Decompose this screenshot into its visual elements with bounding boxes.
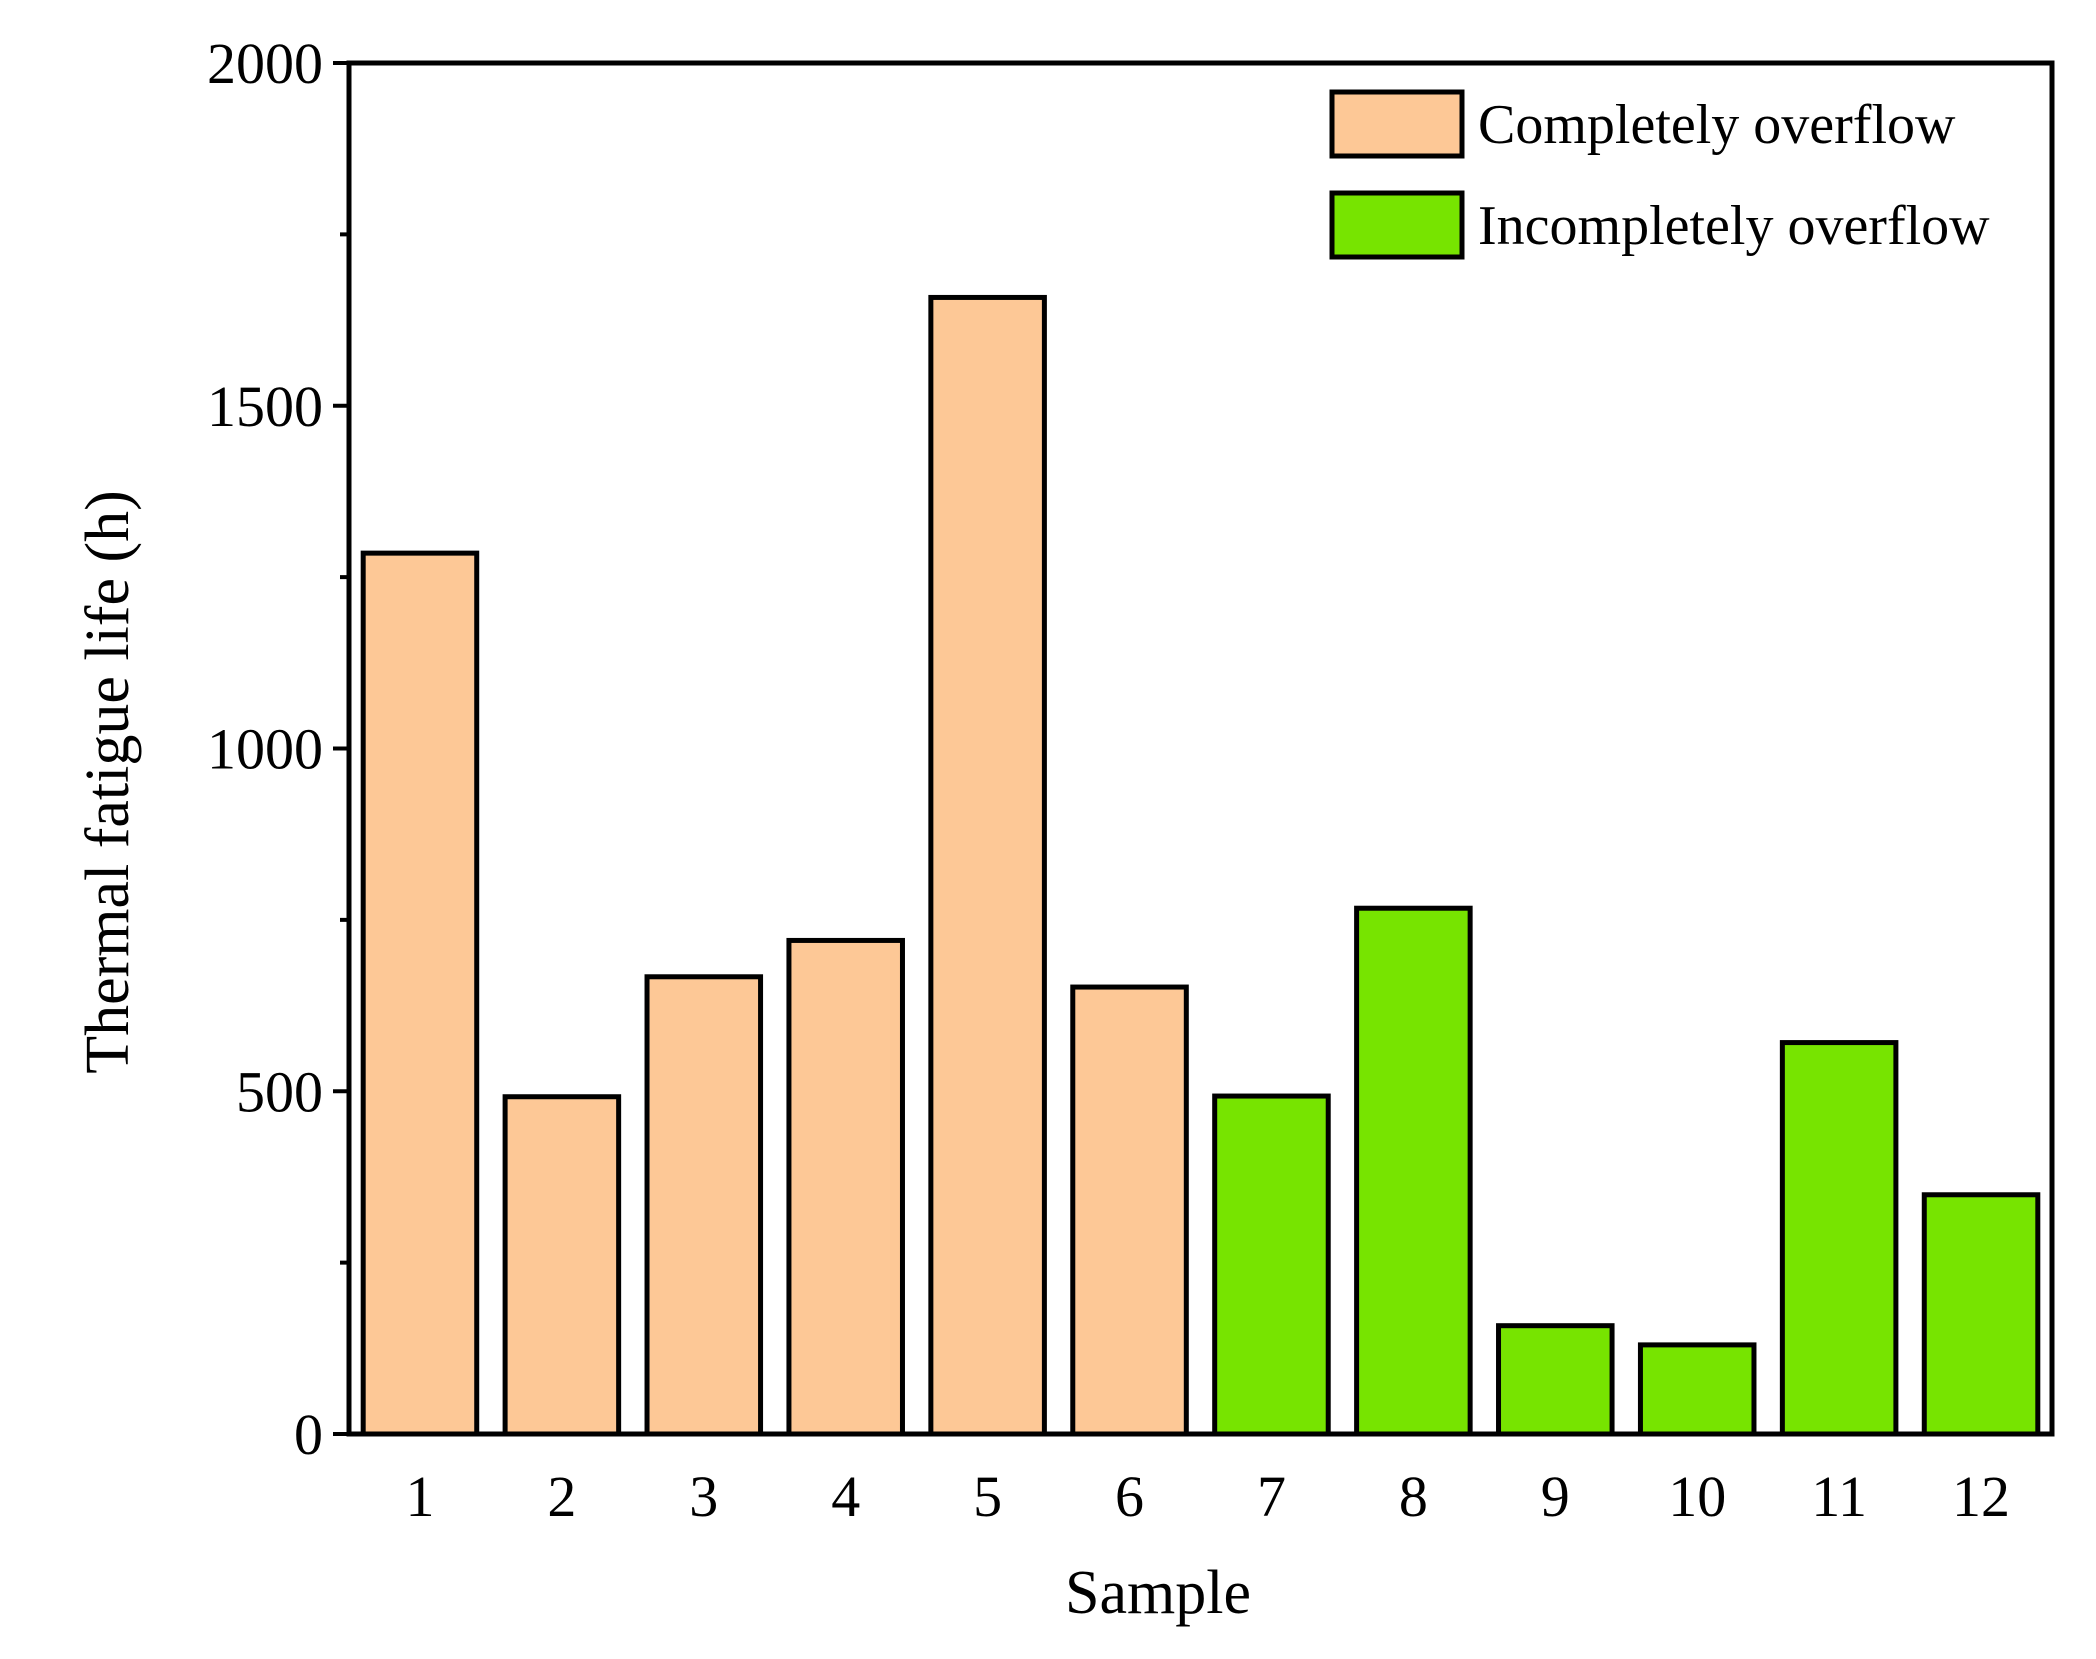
y-tick-label-500: 500	[236, 1059, 323, 1124]
x-tick-label-2: 2	[547, 1464, 576, 1529]
legend-swatch-completely-overflow	[1329, 89, 1465, 159]
bar-sample-6	[1070, 984, 1189, 1437]
y-tick-label-1500: 1500	[207, 374, 323, 439]
y-tick-label-1000: 1000	[207, 717, 323, 782]
plot-frame	[346, 60, 2055, 1437]
bar-sample-1	[360, 550, 480, 1437]
bar-sample-10	[1637, 1342, 1757, 1437]
bar-sample-2	[502, 1094, 622, 1437]
x-tick-label-11: 11	[1811, 1464, 1867, 1529]
bar-sample-3	[644, 974, 764, 1437]
x-tick-label-9: 9	[1541, 1464, 1570, 1529]
x-tick-label-1: 1	[405, 1464, 434, 1529]
x-tick-label-8: 8	[1399, 1464, 1428, 1529]
legend-swatch-incompletely-overflow	[1329, 190, 1465, 260]
bar-sample-9	[1496, 1323, 1615, 1437]
legend-label-incompletely-overflow: Incompletely overflow	[1478, 195, 1990, 257]
bar-sample-4	[786, 937, 905, 1437]
bar-sample-7	[1212, 1093, 1331, 1437]
x-axis-ticks: 1 2 3 4 5 6 7 8 9 10 11 12	[405, 1464, 2010, 1529]
bar-sample-12	[1921, 1192, 2041, 1437]
x-tick-label-10: 10	[1668, 1464, 1726, 1529]
y-axis-ticks: 0 500 1000 1500 2000	[207, 31, 349, 1467]
y-tick-label-0: 0	[294, 1402, 323, 1467]
bar-sample-11	[1779, 1040, 1899, 1437]
x-tick-label-12: 12	[1952, 1464, 2010, 1529]
bars-layer	[360, 294, 2041, 1437]
y-tick-label-2000: 2000	[207, 31, 323, 96]
x-axis-title: Sample	[1065, 1559, 1251, 1627]
legend-label-completely-overflow: Completely overflow	[1478, 94, 1956, 156]
legend: Completely overflow Incompletely overflo…	[1329, 89, 1990, 260]
x-tick-label-7: 7	[1257, 1464, 1286, 1529]
x-tick-label-6: 6	[1115, 1464, 1144, 1529]
bar-sample-8	[1354, 905, 1473, 1437]
bar-sample-5	[928, 294, 1047, 1437]
y-axis-title: Thermal fatigue life (h)	[74, 490, 142, 1074]
x-tick-label-3: 3	[689, 1464, 718, 1529]
x-tick-label-4: 4	[831, 1464, 860, 1529]
x-tick-label-5: 5	[973, 1464, 1002, 1529]
